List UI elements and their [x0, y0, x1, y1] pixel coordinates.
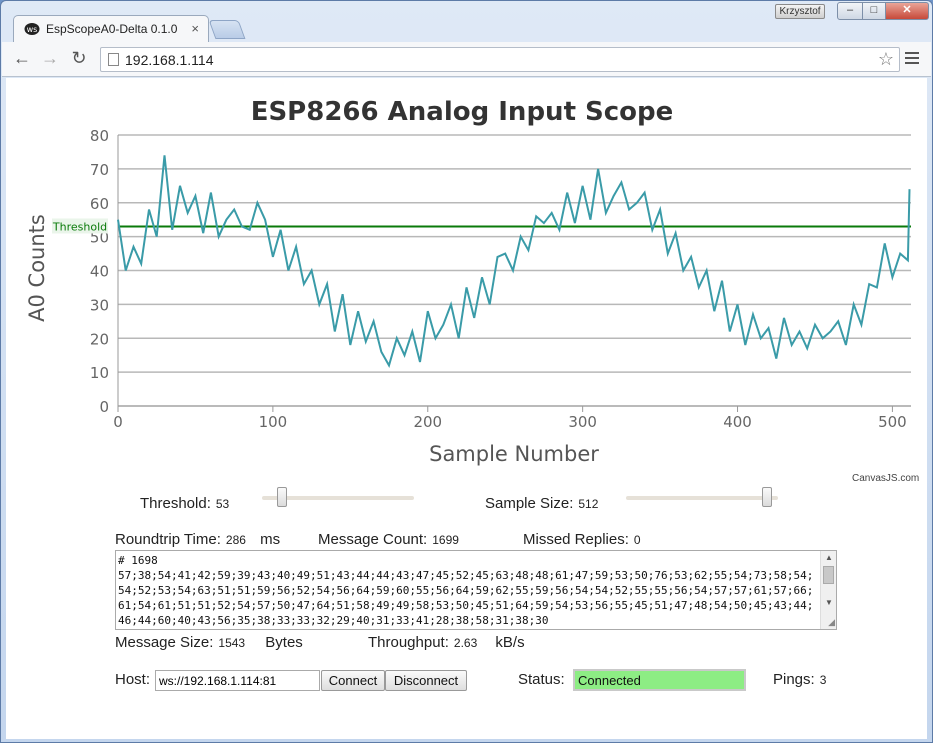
throughput-value: 2.63 — [453, 636, 478, 650]
y-tick-label: 60 — [90, 195, 109, 213]
message-size-value: 1543 — [218, 636, 246, 650]
sample-size-slider-thumb[interactable] — [762, 487, 773, 507]
close-window-button[interactable]: ✕ — [885, 2, 929, 20]
message-size-label: Message Size: — [115, 634, 214, 651]
series-line — [117, 155, 911, 368]
x-tick-label: 100 — [259, 413, 288, 431]
message-log-text: # 1698 57;38;54;41;42;59;39;43;40;49;51;… — [118, 554, 814, 627]
log-scrollbar[interactable]: ▲ ▼ — [820, 551, 836, 629]
x-tick-label: 300 — [568, 413, 597, 431]
sample-size-label: Sample Size: — [485, 495, 574, 512]
connect-button[interactable]: Connect — [321, 670, 385, 691]
x-tick-label: 500 — [878, 413, 907, 431]
browser-tab[interactable]: ws EspScopeA0-Delta 0.1.0 × — [13, 15, 209, 42]
chart-title: ESP8266 Analog Input Scope — [251, 97, 674, 127]
page-viewport: 0 10 20 30 40 50 60 70 80 0 100 200 300 400 500 Thresh… — [6, 78, 927, 739]
bookmark-star-icon[interactable]: ☆ — [877, 49, 894, 69]
pings-label: Pings: — [773, 671, 815, 688]
throughput-label: Throughput: — [368, 634, 449, 651]
resize-grip-icon[interactable]: ◢ — [828, 617, 835, 627]
y-tick-label: 20 — [90, 330, 109, 348]
message-log-textarea[interactable]: # 1698 57;38;54;41;42;59;39;43;40;49;51;… — [115, 550, 837, 630]
pings-value: 3 — [819, 673, 827, 687]
x-tick-label: 400 — [723, 413, 752, 431]
status-field: Connected — [573, 669, 746, 691]
sample-size-control: Sample Size: 512 — [485, 495, 598, 512]
scroll-down-icon[interactable]: ▼ — [825, 598, 833, 607]
missed-replies-label: Missed Replies: — [523, 531, 629, 548]
address-bar[interactable]: ☆ — [100, 47, 900, 72]
page-icon — [108, 53, 119, 66]
scroll-up-icon[interactable]: ▲ — [825, 553, 833, 562]
y-tick-label: 30 — [90, 296, 109, 314]
roundtrip-stat: Roundtrip Time: 286 ms — [115, 531, 280, 548]
x-tick-label: 200 — [413, 413, 442, 431]
missed-replies-value: 0 — [633, 533, 641, 547]
threshold-value: 53 — [215, 497, 230, 511]
missed-replies-stat: Missed Replies: 0 — [523, 531, 641, 548]
tab-close-icon[interactable]: × — [191, 21, 199, 36]
message-size-stat: Message Size: 1543 Bytes — [115, 634, 303, 651]
y-tick-label: 10 — [90, 364, 109, 382]
minimize-button[interactable]: – — [837, 2, 863, 20]
threshold-slider[interactable] — [262, 487, 414, 507]
y-tick-label: 40 — [90, 263, 109, 281]
x-tick-label: 0 — [113, 413, 123, 431]
canvasjs-credit[interactable]: CanvasJS.com — [852, 473, 920, 484]
status-label: Status: — [518, 671, 565, 688]
title-bar: ws EspScopeA0-Delta 0.1.0 × Krzysztof – … — [1, 1, 932, 42]
x-axis-label: Sample Number — [429, 442, 599, 466]
threshold-label: Threshold: — [140, 495, 211, 512]
throughput-unit: kB/s — [495, 634, 525, 651]
threshold-slider-thumb[interactable] — [276, 487, 287, 507]
tab-title: EspScopeA0-Delta 0.1.0 — [46, 22, 178, 36]
roundtrip-label: Roundtrip Time: — [115, 531, 221, 548]
message-count-stat: Message Count: 1699 — [318, 531, 459, 548]
new-tab-button[interactable] — [208, 20, 246, 39]
espressif-icon: ws — [24, 23, 40, 35]
svg-text:ws: ws — [27, 25, 38, 34]
y-tick-label: 0 — [99, 398, 109, 416]
disconnect-button[interactable]: Disconnect — [385, 670, 467, 691]
url-input[interactable] — [125, 50, 865, 69]
maximize-button[interactable]: □ — [862, 2, 886, 20]
host-input[interactable] — [155, 670, 320, 691]
message-size-unit: Bytes — [265, 634, 303, 651]
message-count-label: Message Count: — [318, 531, 428, 548]
profile-badge[interactable]: Krzysztof — [775, 4, 825, 19]
y-axis-label: A0 Counts — [25, 214, 49, 322]
threshold-label: Threshold — [52, 220, 107, 233]
sample-size-value: 512 — [578, 497, 599, 511]
y-tick-label: 80 — [90, 127, 109, 145]
threshold-label-bg — [52, 218, 108, 234]
y-tick-label: 70 — [90, 161, 109, 179]
menu-icon[interactable] — [905, 52, 919, 66]
throughput-stat: Throughput: 2.63 kB/s — [368, 634, 525, 651]
host-label: Host: — [115, 671, 151, 688]
scroll-thumb[interactable] — [823, 566, 834, 584]
message-count-value: 1699 — [432, 533, 459, 547]
back-arrow-icon[interactable]: ← — [13, 48, 31, 68]
browser-toolbar: ← → ↻ ☆ — [2, 42, 931, 77]
threshold-control: Threshold: 53 — [140, 495, 229, 512]
sample-size-slider[interactable] — [626, 487, 778, 507]
forward-arrow-icon[interactable]: → — [41, 48, 59, 68]
roundtrip-value: 286 — [225, 533, 246, 547]
reload-icon[interactable]: ↻ — [71, 48, 87, 68]
roundtrip-unit: ms — [260, 531, 281, 548]
pings-stat: Pings: 3 — [773, 671, 826, 688]
